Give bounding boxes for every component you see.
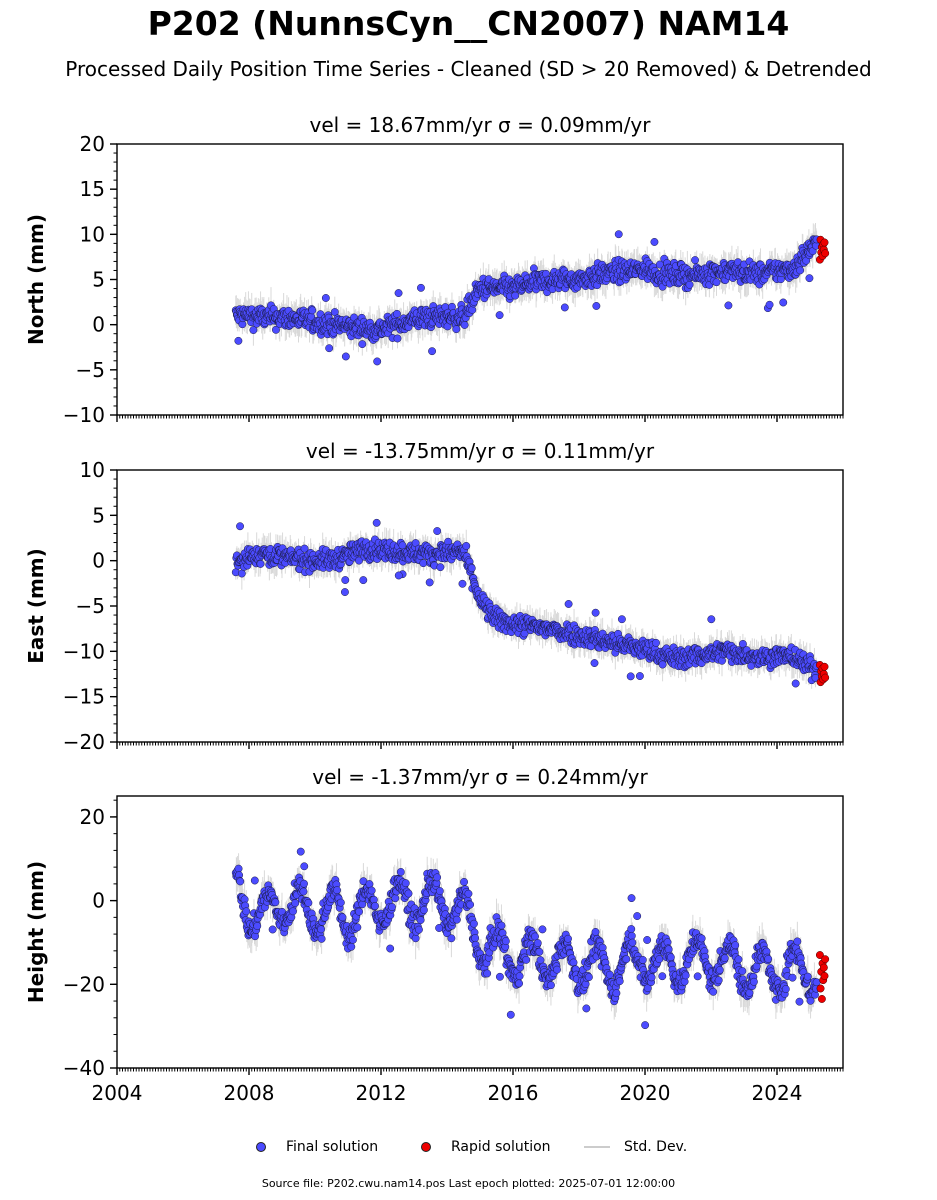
final-point (560, 303, 569, 312)
final-point (462, 541, 471, 550)
final-point (359, 576, 368, 585)
y-tick-label: 10 (80, 458, 105, 482)
rapid-points (815, 235, 830, 264)
final-point (591, 608, 600, 617)
final-point (393, 309, 401, 318)
final-point (712, 278, 721, 287)
y-tick-label: −20 (63, 730, 105, 754)
final-point (511, 291, 520, 300)
y-tick-label: −10 (63, 639, 105, 663)
final-point (393, 334, 402, 343)
final-point (458, 579, 467, 588)
final-point (691, 256, 699, 265)
final-point (272, 325, 280, 334)
final-point (635, 672, 644, 680)
data-area (231, 518, 830, 689)
final-point (321, 294, 330, 302)
y-tick-label: 10 (80, 222, 105, 246)
final-point (308, 306, 317, 315)
final-point (495, 311, 504, 320)
panel-2: vel = -13.75mm/yr σ = 0.11mm/yr East (mm)… (24, 439, 844, 754)
y-axis-label: North (mm) (24, 214, 48, 345)
final-point (341, 352, 350, 361)
y-tick-label: −15 (63, 685, 105, 709)
panel-title: vel = 18.67mm/yr σ = 0.09mm/yr (310, 113, 652, 137)
final-point (707, 615, 716, 624)
final-point (626, 672, 635, 681)
final-point (237, 569, 246, 578)
final-point (249, 326, 258, 334)
final-point (355, 556, 363, 565)
final-point (433, 527, 442, 535)
rapid-point (820, 662, 829, 671)
rapid-point (821, 673, 830, 682)
final-point (614, 230, 623, 239)
final-points (231, 518, 821, 688)
final-point (658, 660, 667, 669)
rapid-point (820, 238, 829, 247)
final-point (590, 659, 599, 667)
final-point (685, 280, 694, 289)
final-point (436, 563, 445, 572)
y-tick-label: 5 (92, 503, 105, 527)
final-point (372, 518, 381, 527)
y-tick-label: 15 (80, 177, 105, 201)
final-point (724, 301, 733, 310)
final-point (234, 336, 243, 345)
final-points (231, 230, 821, 366)
final-point (564, 600, 573, 608)
final-point (394, 289, 403, 298)
final-point (779, 298, 788, 307)
final-point (592, 302, 601, 310)
final-point (765, 300, 774, 309)
final-point (341, 576, 350, 584)
final-point (428, 347, 437, 356)
panel-title: vel = -13.75mm/yr σ = 0.11mm/yr (306, 439, 655, 463)
final-point (650, 238, 659, 246)
final-point (796, 266, 805, 275)
final-point (452, 325, 461, 334)
panel-title: vel = -1.37mm/yr σ = 0.24mm/yr (312, 765, 648, 789)
panel-1: vel = 18.67mm/yr σ = 0.09mm/yr North (mm)… (24, 113, 844, 427)
y-tick-label: −10 (63, 403, 105, 427)
figure-subtitle: Processed Daily Position Time Series - C… (65, 57, 872, 81)
figure-title: P202 (NunnsCyn__CN2007) NAM14 (147, 4, 790, 43)
data-area (231, 222, 830, 366)
final-point (256, 559, 265, 568)
final-point (805, 274, 814, 283)
final-point (791, 679, 800, 688)
y-tick-label: 0 (92, 549, 105, 573)
final-point (398, 541, 407, 550)
y-tick-label: −5 (76, 358, 105, 382)
final-point (325, 344, 334, 353)
final-point (417, 283, 425, 292)
data-area (231, 847, 830, 1030)
y-tick-label: 0 (92, 313, 105, 337)
y-tick-label: −5 (76, 594, 105, 618)
final-point (358, 340, 367, 349)
final-point (467, 564, 476, 573)
rapid-points (815, 660, 830, 687)
final-point (340, 588, 349, 597)
final-point (652, 638, 660, 647)
final-point (394, 571, 403, 580)
final-point (373, 357, 382, 366)
y-tick-label: 20 (80, 132, 105, 156)
final-point (460, 321, 469, 329)
rapid-point (821, 249, 830, 258)
y-axis-label: Height (mm) (24, 861, 48, 1003)
final-point (236, 522, 244, 531)
final-point (419, 559, 428, 568)
y-axis-label: East (mm) (24, 548, 48, 664)
final-point (617, 615, 626, 624)
panel-3: vel = -1.37mm/yr σ = 0.24mm/yr Height (mm… (24, 765, 844, 1105)
final-point (425, 578, 434, 587)
final-point (300, 544, 309, 553)
y-tick-label: 5 (92, 268, 105, 292)
